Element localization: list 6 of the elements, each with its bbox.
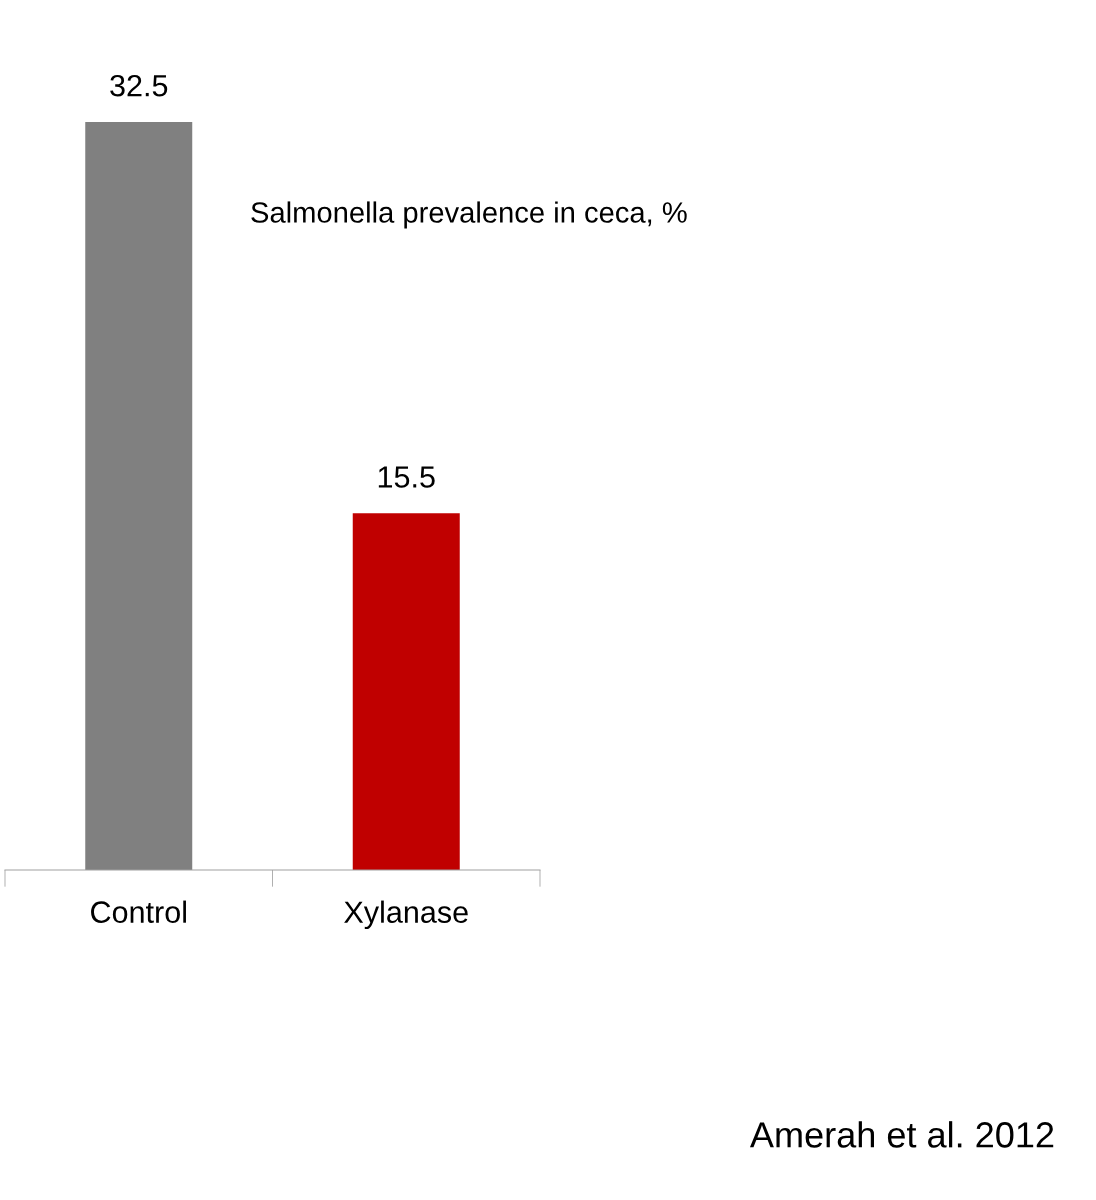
x-tick-label: Xylanase (344, 900, 468, 930)
x-tick-label: Control (91, 900, 186, 923)
text: Amerah et al. 2012 (749, 1121, 1054, 1148)
data-label: 15.5 (378, 466, 435, 488)
text: Salmonella prevalence in ceca, % (251, 201, 687, 229)
data-label: 32.5 (110, 74, 168, 97)
